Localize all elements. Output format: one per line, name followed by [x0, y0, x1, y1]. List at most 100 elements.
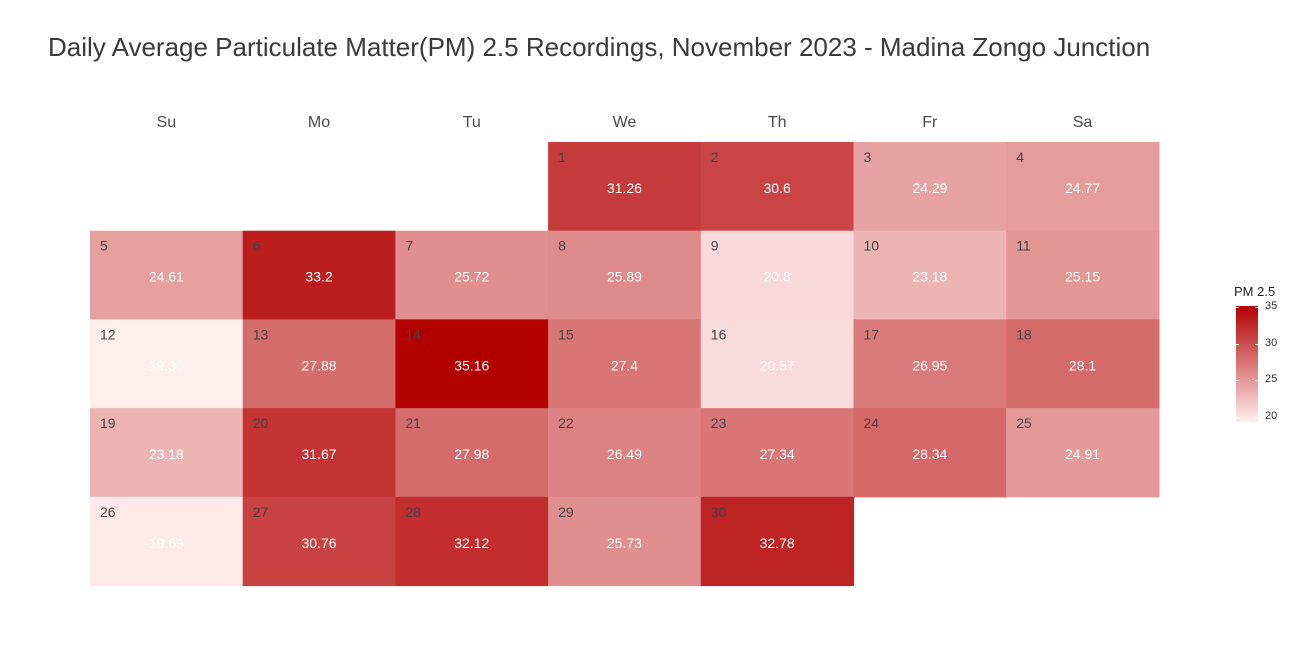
day-value-label: 25.89	[607, 269, 642, 285]
day-number: 17	[864, 326, 880, 342]
day-cell-fill	[700, 319, 855, 409]
day-cell-fill	[853, 319, 1007, 409]
weekday-header: Mo	[308, 114, 330, 131]
day-number: 26	[100, 504, 116, 520]
day-cell: 825.89	[548, 230, 702, 320]
day-number: 11	[1016, 238, 1031, 254]
day-value-label: 24.29	[912, 180, 947, 196]
day-cell-fill	[853, 408, 1007, 498]
day-cell: 30 32.78	[700, 496, 855, 587]
day-value-label: 25.15	[1065, 269, 1100, 285]
day-value-label: 30.76	[302, 535, 337, 551]
day-cell: 131.26	[548, 142, 702, 232]
day-number: 27	[253, 504, 269, 520]
day-cell-fill	[700, 142, 855, 232]
legend-tick-mark	[1236, 343, 1239, 345]
day-cell-fill	[90, 496, 244, 587]
day-value-label: 23.18	[149, 446, 184, 462]
day-cell: 633.2	[242, 230, 396, 320]
day-cell-fill	[1006, 408, 1160, 498]
day-value-label: 24.91	[1065, 446, 1100, 462]
day-cell: 21 27.98	[395, 408, 549, 498]
day-number: 3	[864, 149, 872, 165]
day-value-label: 33.2	[305, 269, 332, 285]
day-number: 29	[558, 504, 574, 520]
day-cell-fill	[395, 408, 549, 498]
day-cell: 230.6	[700, 142, 855, 232]
day-number: 23	[711, 415, 727, 431]
day-cell-fill	[548, 230, 702, 320]
day-cell-fill	[548, 496, 702, 587]
day-number: 10	[864, 238, 880, 254]
day-number: 2	[711, 149, 719, 165]
legend-tick-label: 25	[1265, 373, 1278, 386]
day-cell-fill	[395, 230, 549, 320]
day-cell: 26 19.69	[90, 496, 244, 587]
day-number: 6	[253, 238, 261, 254]
chart-title: Daily Average Particulate Matter(PM) 2.5…	[48, 32, 1151, 62]
legend-color-bar	[1236, 306, 1258, 422]
day-cell-fill	[1006, 142, 1160, 232]
day-cell-fill	[1006, 319, 1160, 409]
day-value-label: 30.6	[764, 180, 791, 196]
day-cell: 27 30.76	[242, 496, 396, 587]
day-cell-fill	[853, 142, 1007, 232]
day-number: 1	[558, 149, 566, 165]
day-cell: 17 26.95	[853, 319, 1007, 409]
day-number: 30	[711, 504, 727, 520]
day-cell: 19 23.18	[90, 408, 244, 498]
day-cell: 15 27.4	[548, 319, 702, 409]
legend-tick-mark	[1236, 380, 1239, 382]
day-cell: 23 27.34	[700, 408, 855, 498]
day-cell: 24 28.34	[853, 408, 1007, 498]
day-number: 5	[100, 238, 108, 254]
legend-tick-label: 30	[1265, 336, 1278, 349]
weekday-header: We	[613, 114, 637, 131]
legend-tick-mark	[1255, 380, 1258, 382]
day-value-label: 27.98	[454, 446, 489, 462]
day-value-label: 25.72	[454, 269, 489, 285]
day-value-label: 19.33	[149, 357, 184, 373]
weekday-header: Tu	[463, 114, 481, 131]
day-cell: 18 28.1	[1006, 319, 1160, 409]
day-cell: 10 23.18	[853, 230, 1007, 320]
day-value-label: 24.77	[1065, 180, 1100, 196]
day-cell-fill	[242, 496, 396, 587]
day-cell: 14 35.16	[395, 319, 549, 409]
day-number: 14	[405, 326, 421, 342]
day-cell-fill	[242, 408, 396, 498]
legend-tick-mark	[1255, 417, 1258, 419]
day-cell-fill	[395, 319, 549, 409]
weekday-header: Th	[768, 114, 787, 131]
day-cell-fill	[700, 408, 855, 498]
day-cell: 524.61	[90, 230, 244, 320]
day-value-label: 32.78	[760, 535, 795, 551]
day-cell-fill	[90, 408, 244, 498]
legend-tick-mark	[1255, 307, 1258, 309]
day-cell-fill	[395, 496, 549, 587]
day-number: 4	[1016, 149, 1024, 165]
day-cell: 13 27.88	[242, 319, 396, 409]
day-cell: 725.72	[395, 230, 549, 320]
day-cell-fill	[1006, 230, 1160, 320]
day-number: 25	[1016, 415, 1032, 431]
weekday-header: Fr	[922, 114, 938, 131]
day-cell-fill	[242, 319, 396, 409]
day-number: 18	[1016, 326, 1032, 342]
day-cell: 424.77	[1006, 142, 1160, 232]
day-value-label: 20.57	[760, 357, 795, 373]
day-cell-fill	[242, 230, 396, 320]
day-cell: 20 31.67	[242, 408, 396, 498]
day-cell-fill	[700, 230, 855, 320]
day-value-label: 20.8	[764, 269, 791, 285]
day-cell-fill	[90, 319, 244, 409]
day-cell: 12 19.33	[90, 319, 244, 409]
day-value-label: 25.73	[607, 535, 642, 551]
day-value-label: 28.34	[912, 446, 947, 462]
day-value-label: 27.34	[760, 446, 795, 462]
day-value-label: 32.12	[454, 535, 489, 551]
day-cell: 29 25.73	[548, 496, 702, 587]
day-number: 21	[405, 415, 421, 431]
day-value-label: 24.61	[149, 269, 184, 285]
